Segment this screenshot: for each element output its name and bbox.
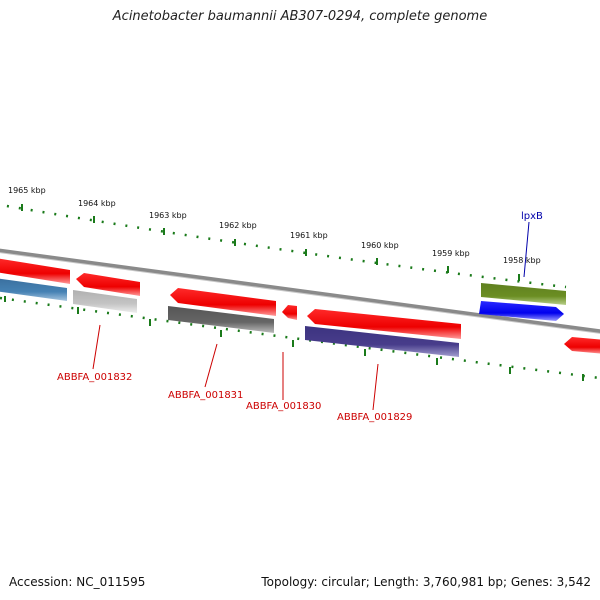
kbp-label: 1965 kbp: [8, 186, 46, 195]
inner-tick-track: [0, 296, 600, 380]
gene-forward[interactable]: [0, 258, 70, 284]
kbp-label: 1959 kbp: [432, 249, 470, 258]
gene-forward[interactable]: [307, 309, 461, 339]
gene-forward[interactable]: [170, 288, 276, 316]
other-genes: [0, 278, 566, 357]
gene-blue[interactable]: [479, 301, 564, 321]
genome-backbone: [0, 248, 600, 334]
outer-tick-track: [0, 203, 567, 289]
kbp-label: 1961 kbp: [290, 231, 328, 240]
accession-label: Accession: NC_011595: [9, 575, 146, 589]
gene-label-abbfa-001830: ABBFA_001830: [246, 401, 321, 412]
gene-label-abbfa-001832: ABBFA_001832: [57, 372, 132, 383]
gene-navy[interactable]: [305, 326, 459, 357]
gene-forward[interactable]: [282, 305, 297, 320]
gene-label-abbfa-001831: ABBFA_001831: [168, 390, 243, 401]
major-ticks-outer: [21, 204, 520, 281]
major-ticks-inner: [4, 296, 584, 381]
gene-olive[interactable]: [481, 283, 566, 305]
gene-steel[interactable]: [0, 278, 67, 301]
gene-gray[interactable]: [168, 306, 274, 333]
gene-forward[interactable]: [564, 337, 600, 354]
label-leaders: [92, 221, 530, 411]
gene-label-abbfa-001829: ABBFA_001829: [337, 412, 412, 423]
gene-labels: ABBFA_001832 ABBFA_001831 ABBFA_001830 A…: [57, 211, 543, 423]
kbp-label: 1962 kbp: [219, 221, 257, 230]
kbp-label: 1960 kbp: [361, 241, 399, 250]
kbp-label: 1958 kbp: [503, 256, 541, 265]
forward-genes: [0, 258, 600, 354]
genome-info-label: Topology: circular; Length: 3,760,981 bp…: [261, 575, 591, 589]
kbp-label: 1964 kbp: [78, 199, 116, 208]
gene-forward[interactable]: [76, 273, 140, 296]
gene-label-lpxb: lpxB: [521, 211, 543, 222]
gene-lightgray[interactable]: [73, 290, 137, 313]
kbp-labels: 1965 kbp 1964 kbp 1963 kbp 1962 kbp 1961…: [8, 186, 541, 265]
genome-title: Acinetobacter baumannii AB307-0294, comp…: [112, 9, 488, 24]
kbp-label: 1963 kbp: [149, 211, 187, 220]
